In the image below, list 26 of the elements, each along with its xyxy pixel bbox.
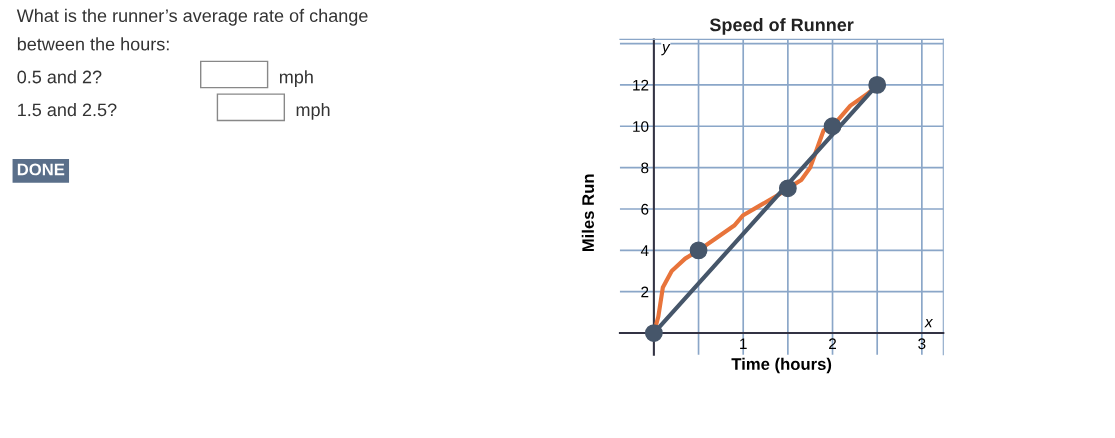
y-tick-label: 10 — [633, 121, 649, 132]
y-tick-label: 12 — [633, 79, 649, 91]
point — [868, 76, 887, 94]
y-tick-label: 8 — [641, 162, 649, 174]
text: DONE — [17, 163, 65, 176]
text: between the hours: — [17, 37, 169, 51]
point — [823, 117, 842, 136]
point — [689, 241, 708, 260]
y-tick-label: 6 — [641, 203, 649, 215]
point — [778, 179, 797, 198]
x-axis-title: Time (hours) — [731, 357, 832, 374]
text: What is the runner’s average rate of change — [16, 8, 368, 26]
text: 1.5 and 2.5? — [18, 102, 117, 117]
x-tick-label: 1 — [740, 338, 747, 349]
y-axis-title: Miles Run — [581, 174, 595, 252]
chart-title: Speed of Runner — [709, 18, 854, 35]
text: 0.5 and 2? — [17, 70, 102, 84]
point — [644, 324, 663, 342]
text: mph — [296, 102, 330, 120]
text: mph — [279, 70, 313, 87]
x-tick-label: 3 — [918, 338, 926, 350]
annotation: y — [661, 44, 671, 56]
x-tick-label: 2 — [829, 338, 837, 349]
annotation: x — [924, 319, 934, 328]
y-tick-label: 4 — [640, 245, 649, 256]
y-tick-label: 2 — [641, 286, 649, 298]
